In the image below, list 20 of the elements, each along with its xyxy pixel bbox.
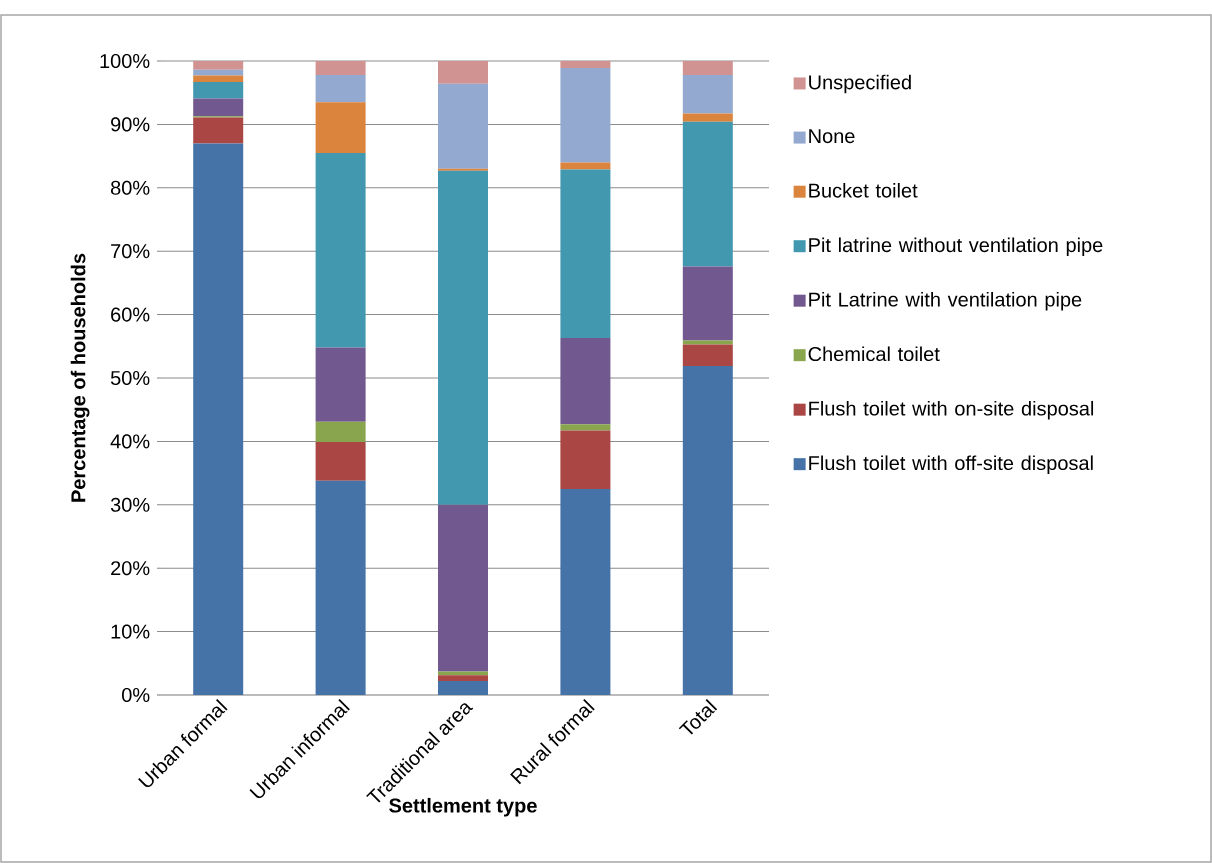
legend-label: Pit latrine without ventilation pipe <box>809 237 1103 257</box>
legend-label: Bucket toilet <box>809 182 918 198</box>
y-tick-label: 40% <box>110 434 150 449</box>
legend-label: Pit Latrine with ventilation pipe <box>809 291 1082 311</box>
y-tick-label: 80% <box>110 180 150 195</box>
legend-label: None <box>809 129 855 144</box>
y-tick-label: 0% <box>122 687 150 703</box>
legend-label: Unspecified <box>809 74 911 94</box>
y-tick-label: 10% <box>111 624 150 639</box>
y-tick-label: 30% <box>110 497 150 512</box>
y-tick-label: 70% <box>111 244 150 259</box>
y-tick-label: 100% <box>100 53 150 69</box>
legend-label: Flush toilet with on-site disposal <box>809 400 1094 420</box>
y-tick-label: 20% <box>111 561 150 576</box>
y-axis-title: Percentage of households <box>70 253 90 502</box>
legend-label: Chemical toilet <box>808 346 940 362</box>
legend-label: Flush toilet with off-site disposal <box>809 455 1093 475</box>
y-tick-label: 90% <box>111 117 150 132</box>
y-tick-label: 60% <box>111 307 150 322</box>
y-tick-label: 50% <box>110 370 150 386</box>
